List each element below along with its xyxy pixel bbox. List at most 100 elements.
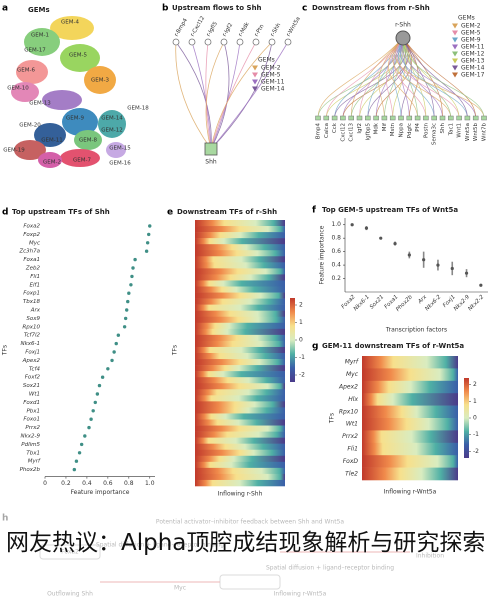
cluster-label: GEM-8 [79, 138, 97, 144]
dot [93, 400, 97, 405]
dot [106, 367, 110, 371]
source-node [188, 38, 196, 46]
flow-edge [402, 37, 468, 119]
legend-marker [452, 72, 458, 78]
x-tick-label: Arx [417, 294, 429, 306]
target-node [439, 115, 446, 121]
flow-edge [402, 37, 427, 119]
flow-edge [393, 37, 427, 119]
heatmap-row [195, 226, 285, 233]
flow-edge [175, 41, 212, 150]
heatmap-row [195, 425, 285, 432]
heatmap-row [195, 419, 285, 426]
cluster-label: GEM-15 [109, 146, 131, 152]
source-label: r-Wnt5a [286, 16, 302, 38]
flow-edge [175, 41, 212, 150]
x-axis-label: Feature importance [71, 489, 130, 496]
y-tick-label: Tcf4 [29, 366, 41, 372]
y-axis-label: Feature importance [319, 225, 326, 284]
x-tick-label: Nkx2-2 [467, 294, 485, 312]
flow-edge [402, 37, 452, 119]
heatmap-row [195, 431, 285, 438]
x-axis-label: Inflowing r-Shh [218, 491, 263, 498]
target-node [331, 115, 338, 121]
dot [74, 459, 79, 463]
colorbar-label: -1 [473, 431, 479, 438]
heatmap-row [195, 346, 285, 354]
heatmap-row [362, 455, 458, 468]
panel-title: Downstream flows from r-Shh [312, 4, 430, 12]
colorbar [290, 298, 295, 382]
flow-edge [317, 37, 404, 119]
y-tick-label: Tcf7l2 [24, 333, 41, 339]
dot [122, 325, 127, 329]
y-tick-label: Foxd1 [23, 400, 40, 406]
colorbar-label: 2 [473, 381, 477, 388]
legend-label: GEM-13 [461, 58, 485, 65]
heatmap-row [195, 437, 285, 444]
x-tick-label: 0.2 [61, 480, 71, 487]
dot [83, 434, 87, 438]
y-tick-label: 1.0 [331, 221, 341, 228]
point [350, 223, 354, 227]
target-node [204, 142, 218, 156]
source-label: r-Ptn [254, 23, 266, 38]
point [379, 236, 383, 240]
flow-edge [401, 37, 443, 119]
target-label: Mdk [374, 122, 380, 134]
y-axis-label: TFs [172, 345, 179, 356]
cluster-label: GEM-7 [73, 158, 91, 164]
caption: 网友热议：Alpha顶腔成结现象解析与研究探索 [6, 530, 486, 556]
dot [116, 333, 121, 337]
flow-edge [399, 37, 410, 119]
target-label: Cxcl12 [340, 123, 346, 142]
cluster-label: GEM-4 [61, 20, 79, 26]
target-label: Pf4 [415, 123, 421, 132]
y-tick-label: Foxa2 [23, 224, 40, 230]
heatmap-row [195, 461, 285, 469]
target-node [323, 115, 330, 121]
cluster-label: GEM-18 [127, 106, 149, 112]
row-label: Myc [346, 371, 359, 378]
flow-edge [359, 37, 405, 119]
y-tick-label: Fli1 [30, 274, 40, 280]
cluster-label: GEM-13 [29, 101, 51, 107]
heatmap-row [362, 356, 458, 369]
target-node [365, 115, 371, 121]
flow-edge [191, 41, 212, 150]
x-axis-label: Transcription factors [385, 327, 447, 334]
target-node [481, 115, 487, 121]
cluster-label: GEM-9 [66, 116, 84, 122]
row-label: Rpx10 [339, 408, 358, 415]
y-axis-label: TFs [2, 345, 9, 356]
point [450, 266, 454, 271]
colorbar-label: -2 [473, 448, 479, 455]
panel-title: Downstream TFs of r-Shh [177, 208, 277, 216]
heatmap-row [195, 286, 285, 293]
heatmap-row [195, 262, 285, 269]
legend-label: GEM-2 [461, 23, 481, 30]
colorbar-label: -1 [299, 354, 305, 361]
row-label: Myrf [345, 359, 359, 366]
y-tick-label: 0.4 [331, 262, 341, 269]
diagram-text: Myc [174, 585, 186, 592]
dot [97, 383, 102, 388]
target-node [348, 115, 354, 121]
heatmap-row [195, 413, 285, 420]
panel-letter: b [162, 4, 169, 14]
diagram-text: h [2, 514, 8, 524]
target-node [406, 115, 413, 121]
heatmap-row [195, 304, 285, 311]
y-tick-label: Wt1 [29, 392, 40, 398]
legend-label: GEM-12 [461, 51, 485, 58]
heatmap-row [195, 298, 285, 305]
flow-edge [210, 41, 273, 150]
panel-title: GEM-11 downstream TFs of r-Wnt5a [322, 342, 464, 350]
y-tick-label: Apex2 [22, 358, 41, 364]
row-label: Apex2 [338, 384, 358, 391]
legend-label: GEM-14 [261, 86, 285, 93]
cluster-label: GEM-17 [24, 48, 46, 54]
target-node [356, 115, 363, 121]
y-tick-label: Tbx1 [26, 450, 40, 456]
